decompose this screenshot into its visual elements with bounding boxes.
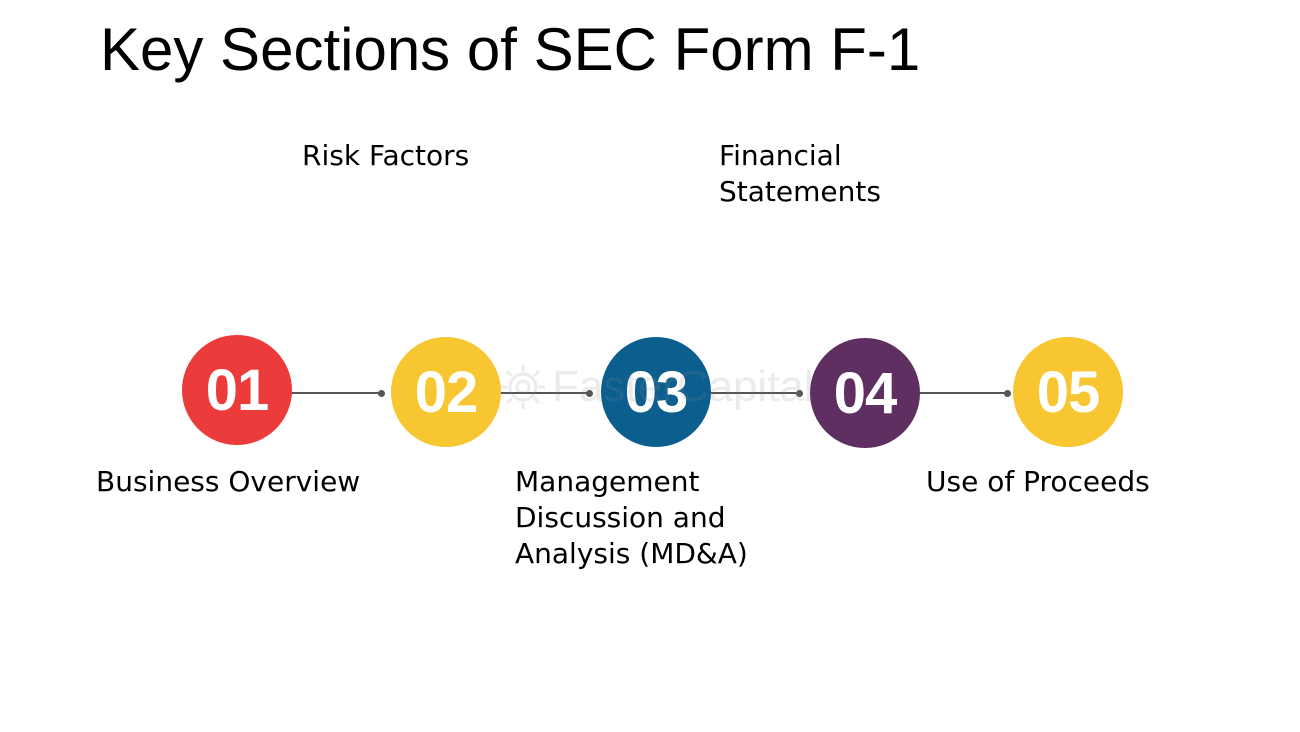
page-title: Key Sections of SEC Form F-1 (100, 16, 921, 83)
step-3-label: Management Discussion and Analysis (MD&A… (515, 465, 748, 570)
watermark: FasterCapital (498, 362, 814, 412)
step-5-circle: 05 (1013, 337, 1123, 447)
step-2-label: Risk Factors (302, 139, 470, 172)
connector-3-4 (708, 389, 803, 397)
step-4-label: Financial Statements (719, 139, 881, 208)
step-4-circle: 04 (810, 338, 920, 448)
step-1-circle: 01 (182, 335, 292, 445)
step-1-label: Business Overview (96, 465, 361, 498)
step-3-circle: 03 (601, 337, 711, 447)
step-1-number: 01 (205, 357, 270, 423)
step-5-label: Use of Proceeds (926, 465, 1150, 498)
watermark-text: FasterCapital (552, 362, 814, 411)
connector-2-3 (498, 389, 593, 397)
connector-1-2 (290, 389, 385, 397)
step-5-number: 05 (1036, 359, 1101, 425)
step-4-number: 04 (833, 360, 898, 426)
step-3-number: 03 (624, 359, 689, 425)
connector-4-5 (918, 389, 1011, 397)
step-2-circle: 02 (391, 337, 501, 447)
step-2-number: 02 (414, 359, 479, 425)
gear-icon (501, 365, 545, 409)
